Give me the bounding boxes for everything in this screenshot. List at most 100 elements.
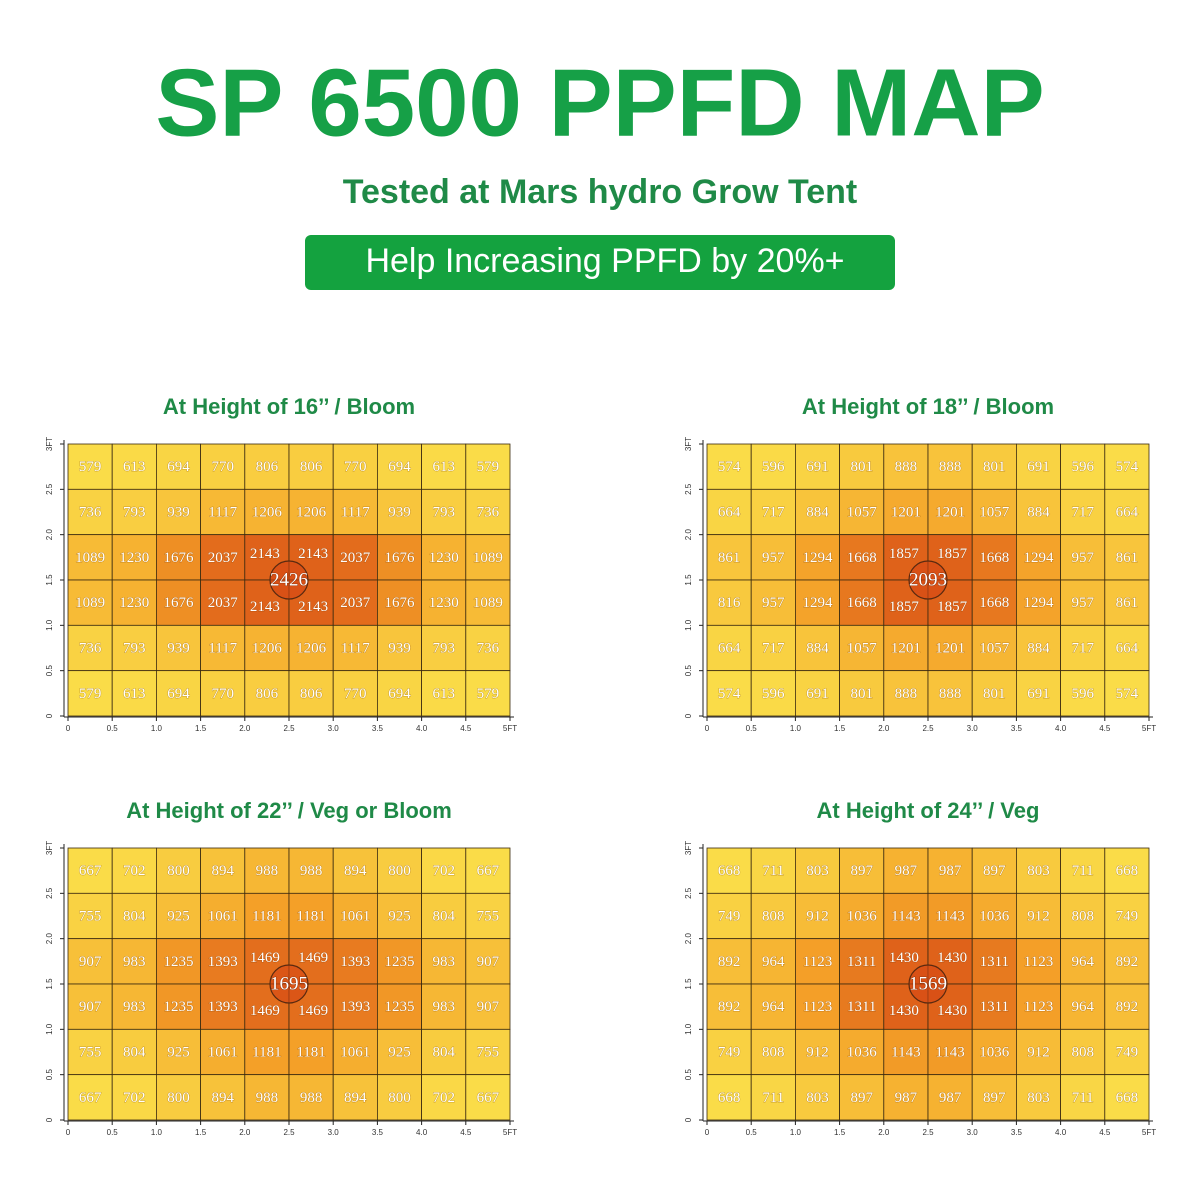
y-tick-label: 2.5 (45, 483, 54, 495)
cell-value: 694 (167, 686, 190, 702)
cell-value: 983 (432, 999, 455, 1015)
heat-cell (332, 534, 378, 581)
cell-value: 801 (983, 686, 1006, 702)
x-tick-label: 2.5 (283, 1128, 295, 1137)
cell-value: 755 (477, 1044, 500, 1060)
heat-cell (706, 1074, 752, 1121)
cell-value: 1143 (891, 1044, 920, 1060)
x-tick-label: 1.0 (151, 724, 163, 733)
heat-cell (244, 443, 290, 490)
cell-value: 1311 (847, 954, 876, 970)
cell-value: 770 (344, 686, 367, 702)
cell-value: 694 (388, 686, 411, 702)
cell-value: 1668 (847, 550, 877, 566)
cell-value: 1201 (935, 504, 965, 520)
heat-cell (1016, 938, 1062, 985)
cell-value: 800 (388, 1090, 411, 1106)
cell-value: 804 (432, 1044, 455, 1060)
cell-value: 884 (1027, 640, 1050, 656)
heat-cell (971, 938, 1017, 985)
heat-cell (200, 892, 246, 940)
cell-value: 1393 (208, 999, 238, 1015)
heat-cell (244, 892, 290, 940)
heat-cell (750, 624, 796, 672)
heat-cell (927, 1074, 973, 1121)
heat-cell (839, 938, 885, 985)
y-tick-label: 1.5 (45, 574, 54, 586)
heat-cell (111, 1074, 157, 1121)
x-tick-label: 3.5 (1011, 724, 1023, 733)
cell-value: 1123 (1024, 954, 1053, 970)
heat-cell (1016, 579, 1062, 626)
cell-value: 1036 (979, 1044, 1010, 1060)
cell-value: 579 (477, 459, 500, 475)
cell-value: 1857 (889, 599, 920, 615)
x-tick-label: 0 (66, 724, 71, 733)
cell-value: 1469 (298, 950, 328, 966)
cell-value: 702 (123, 863, 146, 879)
cell-value: 1181 (252, 1044, 281, 1060)
heat-cell (706, 847, 752, 894)
y-tick-label: 1.5 (684, 574, 693, 586)
heat-cell (376, 534, 422, 581)
heat-cell (421, 443, 467, 490)
cell-value: 1143 (891, 908, 920, 924)
center-marker (908, 964, 948, 1004)
heat-cell (244, 1074, 290, 1121)
heat-cell (200, 624, 246, 672)
heat-cell (1060, 983, 1106, 1030)
cell-value: 667 (79, 1090, 102, 1106)
heat-cell (200, 847, 246, 894)
heat-cell (67, 670, 113, 717)
cell-value: 1230 (429, 595, 459, 611)
heat-cell (288, 1074, 334, 1121)
cell-value: 816 (718, 595, 741, 611)
y-tick-label: 0 (45, 713, 54, 718)
heat-cell (421, 670, 467, 717)
heat-cell (971, 983, 1017, 1030)
heat-cell (421, 892, 467, 940)
heat-cell (421, 534, 467, 581)
x-tick-label: 2.0 (239, 724, 251, 733)
cell-value: 912 (1027, 1044, 1050, 1060)
heat-cell (465, 488, 511, 536)
x-tick-label: 0.5 (746, 1128, 758, 1137)
heat-cell (332, 1028, 378, 1076)
cell-value: 1294 (803, 550, 834, 566)
x-tick-label: 4.5 (460, 1128, 472, 1137)
cell-value: 912 (806, 1044, 829, 1060)
cell-value: 1668 (979, 550, 1009, 566)
heat-cell (67, 983, 113, 1030)
cell-value: 897 (983, 1090, 1006, 1106)
cell-value: 711 (762, 863, 784, 879)
x-tick-label: 4.5 (1099, 1128, 1111, 1137)
heat-cell (67, 579, 113, 626)
cell-value: 668 (718, 1090, 741, 1106)
x-tick-label: 3.5 (1011, 1128, 1023, 1137)
heat-cell (376, 892, 422, 940)
cell-value: 1311 (980, 999, 1009, 1015)
center-marker (269, 964, 309, 1004)
cell-value: 1117 (341, 640, 370, 656)
cell-value: 668 (1116, 863, 1139, 879)
cell-value: 803 (806, 1090, 829, 1106)
heat-cell (706, 1028, 752, 1076)
cell-value: 1117 (208, 504, 237, 520)
cell-value: 711 (1072, 863, 1094, 879)
heat-cell (200, 579, 246, 626)
heat-cell (706, 579, 752, 626)
cell-value: 1089 (473, 550, 503, 566)
x-tick-label: 0 (705, 1128, 710, 1137)
cell-value: 1469 (250, 950, 280, 966)
y-tick-label: 2.5 (45, 887, 54, 899)
heat-cell (750, 443, 796, 490)
cell-value: 1430 (889, 1003, 919, 1019)
heat-cell (971, 443, 1017, 490)
cell-value: 801 (850, 459, 873, 475)
cell-value: 983 (123, 954, 146, 970)
x-tick-label: 5FT (1142, 724, 1156, 733)
x-tick-label: 2.5 (922, 1128, 934, 1137)
heat-cell (332, 892, 378, 940)
heat-cell (839, 624, 885, 672)
